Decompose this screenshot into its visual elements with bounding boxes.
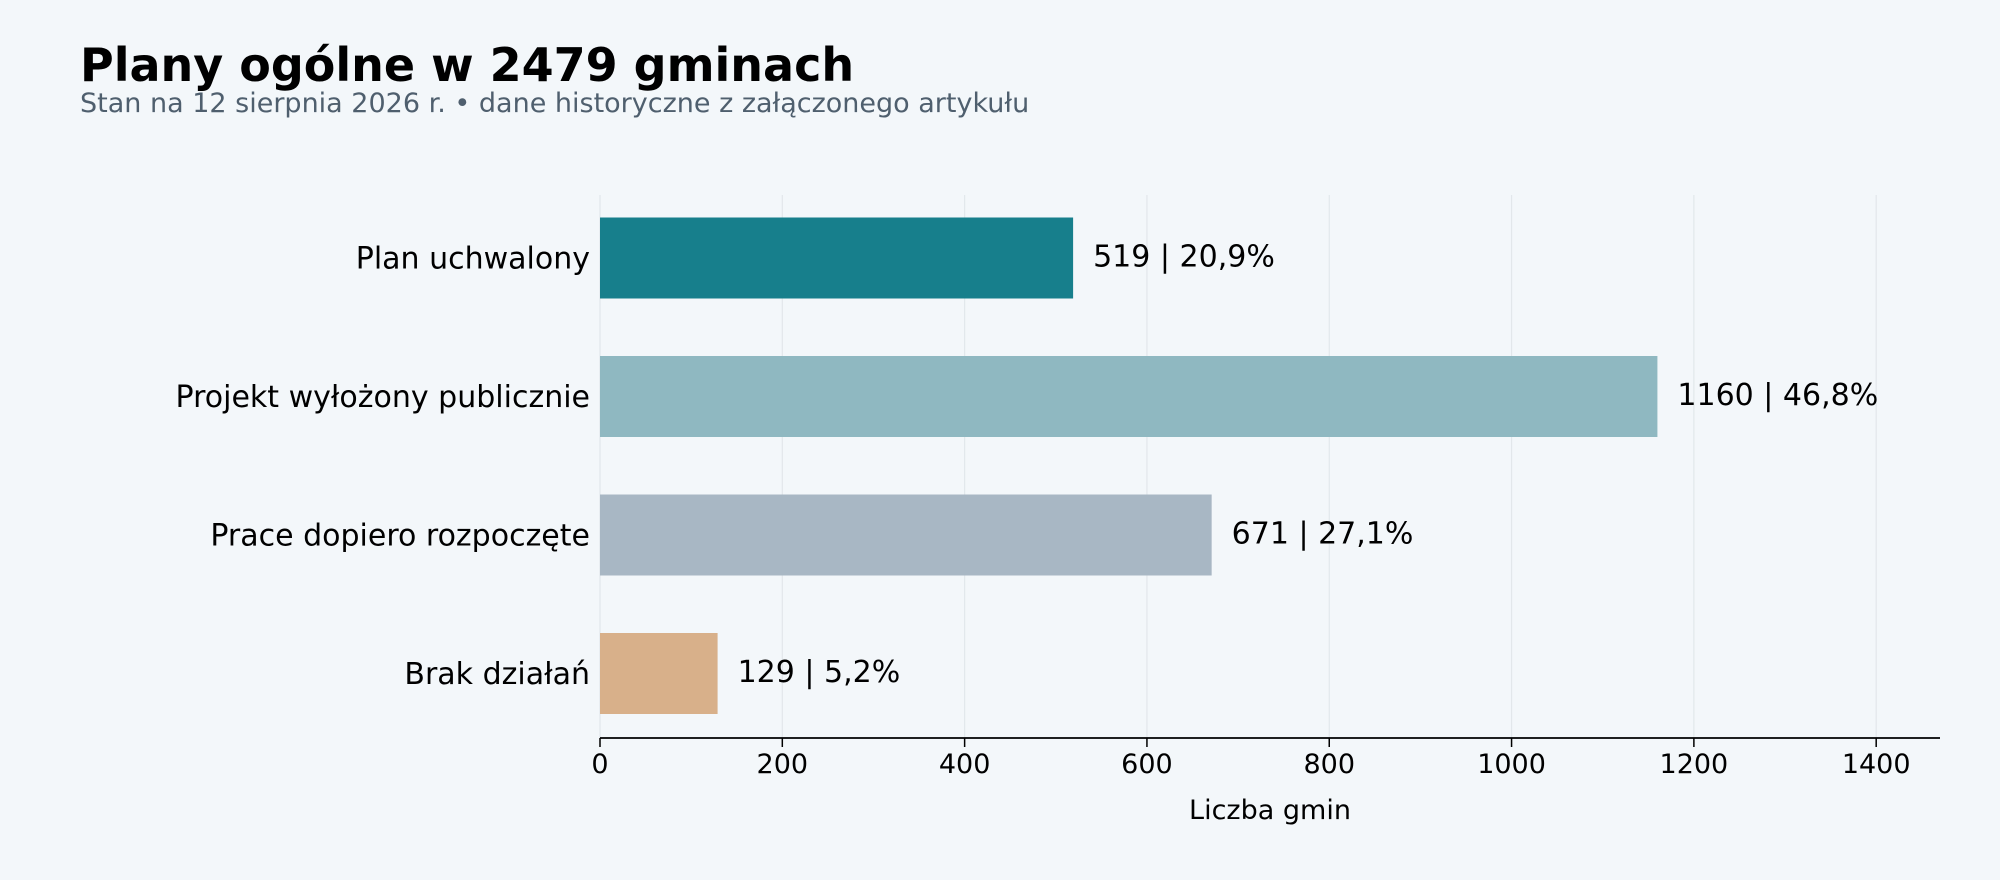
x-axis-label: Liczba gmin (1189, 795, 1351, 826)
data-label: 671 | 27,1% (1232, 517, 1414, 552)
chart-subtitle: Stan na 12 sierpnia 2026 r. • dane histo… (80, 88, 1030, 119)
category-label: Plan uchwalony (356, 242, 590, 277)
data-label: 519 | 20,9% (1093, 240, 1275, 275)
x-tick-label: 800 (1303, 749, 1355, 780)
x-tick-label: 200 (757, 749, 809, 780)
x-tick-label: 1200 (1660, 749, 1729, 780)
category-label: Brak działań (404, 657, 590, 692)
x-tick-label: 400 (939, 749, 991, 780)
bar (600, 356, 1658, 437)
x-tick-label: 1000 (1477, 749, 1546, 780)
x-tick-label: 1400 (1842, 749, 1911, 780)
category-label: Prace dopiero rozpoczęte (210, 519, 590, 554)
x-tick-label: 0 (591, 749, 608, 780)
bar (600, 494, 1212, 576)
data-label: 1160 | 46,8% (1677, 378, 1878, 413)
x-tick-label: 600 (1121, 749, 1173, 780)
bar (600, 217, 1074, 299)
category-label: Projekt wyłożony publicznie (176, 380, 590, 415)
bar (600, 633, 718, 714)
data-label: 129 | 5,2% (738, 655, 901, 690)
chart-title: Plany ogólne w 2479 gminach (80, 38, 855, 92)
